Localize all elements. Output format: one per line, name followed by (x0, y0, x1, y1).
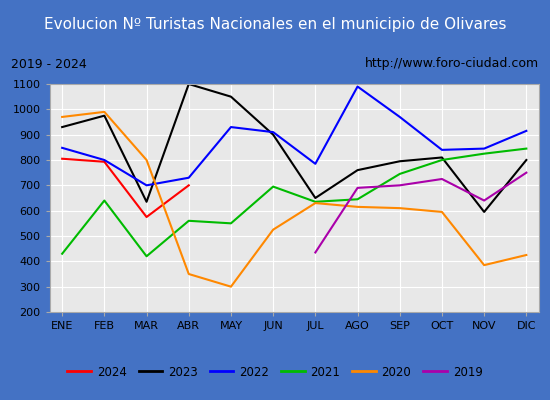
Text: Evolucion Nº Turistas Nacionales en el municipio de Olivares: Evolucion Nº Turistas Nacionales en el m… (44, 16, 506, 32)
Text: http://www.foro-ciudad.com: http://www.foro-ciudad.com (365, 58, 539, 70)
Text: 2019 - 2024: 2019 - 2024 (11, 58, 87, 70)
Legend: 2024, 2023, 2022, 2021, 2020, 2019: 2024, 2023, 2022, 2021, 2020, 2019 (63, 361, 487, 383)
